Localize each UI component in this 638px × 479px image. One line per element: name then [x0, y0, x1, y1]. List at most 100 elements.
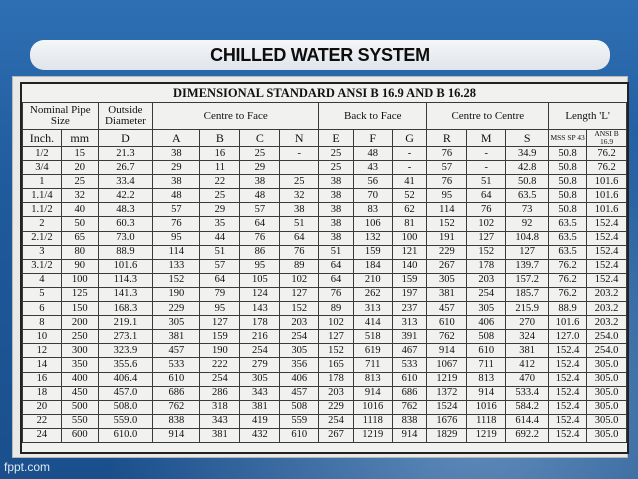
table-row: 2 50 60.3 76 35 64 51 38 106 81 152 102 92 63.5 152.4: [22, 216, 627, 232]
table-row: 1 25 33.4 38 22 38 25 38 56 41 76 51 50.8 50.8 101.6: [22, 174, 627, 190]
table-cell: 89: [279, 258, 320, 274]
table-cell: 32: [60, 188, 99, 204]
table-cell: 76.2: [548, 286, 588, 303]
table-cell: 127: [199, 315, 241, 331]
table-cell: 86: [239, 244, 281, 260]
table-cell: 38: [318, 216, 354, 232]
table-cell: 63.5: [548, 230, 588, 246]
table-cell: 533: [152, 357, 201, 373]
table-cell: 1219: [426, 371, 468, 387]
table-cell: 356: [279, 357, 320, 373]
table-cell: 254: [199, 371, 241, 387]
table-cell: 391: [391, 329, 428, 345]
table-cell: -: [279, 145, 320, 162]
table-cell: 38: [318, 202, 354, 218]
column-header: B: [199, 129, 241, 147]
table-cell: 533: [391, 357, 428, 373]
table-cell: 1829: [426, 427, 468, 443]
table-cell: 152: [426, 216, 468, 232]
table-cell: 318: [199, 399, 241, 415]
column-header: R: [426, 129, 468, 147]
table-cell: 101.6: [586, 174, 627, 190]
table-cell: 101.6: [97, 258, 154, 274]
table-cell: 1.1/2: [22, 202, 62, 218]
table-cell: 762: [391, 399, 428, 415]
column-header: mm: [60, 129, 99, 147]
table-cell: 508.0: [97, 399, 154, 415]
table-cell: 57: [239, 202, 281, 218]
table-cell: 140: [391, 258, 428, 274]
table-cell: 25: [60, 174, 99, 190]
table-cell: 1.1/4: [22, 188, 62, 204]
table-cell: 35: [199, 216, 241, 232]
table-row: 3 80 88.9 114 51 86 76 51 159 121 229 152 127 63.5 152…: [22, 244, 627, 260]
table-cell: 254: [279, 329, 320, 345]
table-cell: 197: [391, 286, 428, 303]
table-cell: 95: [239, 258, 281, 274]
table-cell: -: [391, 145, 428, 162]
table-cell: 40: [60, 202, 99, 218]
table-cell: 1118: [352, 413, 393, 429]
table-cell: 33.4: [97, 174, 154, 190]
table-cell: 29: [239, 160, 281, 176]
table-cell: 100: [391, 230, 428, 246]
table-cell: 610: [426, 315, 468, 331]
table-cell: 63.5: [548, 216, 588, 232]
table-cell: 10: [22, 329, 62, 345]
table-cell: 81: [391, 216, 428, 232]
table-cell: 38: [279, 202, 320, 218]
table-cell: 127: [279, 286, 320, 303]
table-cell: 1524: [426, 399, 468, 415]
table-cell: 20: [22, 399, 62, 415]
table-cell: 219.1: [97, 315, 154, 331]
table-cell: 76: [318, 286, 354, 303]
table-cell: 168.3: [97, 301, 154, 317]
table-cell: 114.3: [97, 272, 154, 288]
table-cell: 610: [152, 371, 201, 387]
table-cell: 101.6: [548, 315, 588, 331]
table-cell: 178: [466, 258, 507, 274]
table-cell: 313: [391, 315, 428, 331]
table-cell: 38: [239, 174, 281, 190]
table-cell: 457: [152, 343, 201, 359]
table-cell: 8: [22, 315, 62, 331]
table-cell: 254: [466, 286, 507, 303]
table-row: 16 400 406.4 610 254 305 406 178 813 610 1219 813 47…: [22, 371, 627, 387]
table-cell: 57: [426, 160, 468, 176]
table-cell: 914: [466, 385, 507, 401]
table-cell: 614.4: [505, 413, 550, 429]
table-cell: 457: [279, 385, 320, 401]
table-cell: 76: [466, 202, 507, 218]
table-cell: 73.0: [97, 230, 154, 246]
table-cell: 48: [352, 145, 393, 162]
table-row: 8 200 219.1 305 127 178 203 102 414 313 610 406 270 1…: [22, 315, 627, 331]
table-cell: 450: [60, 385, 99, 401]
table-cell: 584.2: [505, 399, 550, 415]
table-cell: 38: [318, 174, 354, 190]
table-cell: 152.4: [548, 357, 588, 373]
table-cell: 92: [505, 216, 550, 232]
table-cell: 125: [60, 286, 99, 303]
table-cell: -: [391, 160, 428, 176]
table-cell: 16: [22, 371, 62, 387]
table-cell: 381: [199, 427, 241, 443]
table-cell: 16: [199, 145, 241, 162]
table-cell: 48: [152, 188, 201, 204]
table-cell: 80: [60, 244, 99, 260]
table-cell: 159: [199, 329, 241, 345]
column-header: G: [391, 129, 428, 147]
table-row: 3.1/2 90 101.6 133 57 95 89 64 184 140 267 178 139.7…: [22, 258, 627, 274]
table-cell: 203.2: [586, 286, 627, 303]
dimension-table: Nominal Pipe Size Outside Diameter Centr…: [22, 102, 627, 443]
table-cell: 467: [391, 343, 428, 359]
table-cell: 152: [318, 343, 354, 359]
table-cell: 1676: [426, 413, 468, 429]
table-cell: 106: [352, 216, 393, 232]
table-cell: 157.2: [505, 272, 550, 288]
table-cell: 150: [60, 301, 99, 317]
table-cell: 152.4: [586, 272, 627, 288]
table-cell: 24: [22, 427, 62, 443]
table-cell: 29: [152, 160, 201, 176]
table-cell: 25: [199, 188, 241, 204]
header-centre-to-centre: Centre to Centre: [426, 102, 550, 130]
